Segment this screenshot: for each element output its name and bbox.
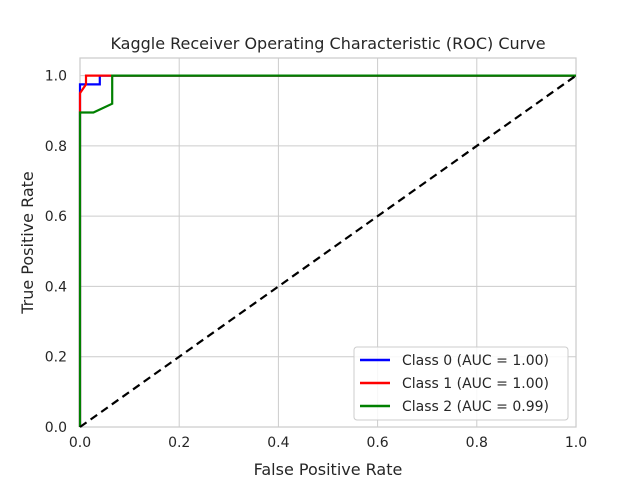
chance-line xyxy=(79,74,577,428)
y-tick-label: 0.0 xyxy=(45,420,67,436)
y-tick-label: 0.8 xyxy=(45,139,67,155)
legend-label: Class 1 (AUC = 1.00) xyxy=(402,376,549,392)
series-layer xyxy=(78,74,577,428)
roc-curve-class-2 xyxy=(78,74,576,427)
y-tick-label: 0.6 xyxy=(45,209,67,225)
y-tick-label: 1.0 xyxy=(45,69,67,85)
chart-title: Kaggle Receiver Operating Characteristic… xyxy=(110,34,545,53)
legend-label: Class 0 (AUC = 1.00) xyxy=(402,353,549,369)
legend: Class 0 (AUC = 1.00) Class 1 (AUC = 1.00)… xyxy=(353,346,569,421)
legend-label: Class 2 (AUC = 0.99) xyxy=(402,399,549,415)
y-axis-label: True Positive Rate xyxy=(18,171,37,315)
tick-labels: 0.0 0.2 0.4 0.6 0.8 1.0 0.0 0.2 0.4 0.6 0.8 1.0 xyxy=(45,69,587,451)
x-tick-label: 0.2 xyxy=(168,435,190,451)
x-tick-label: 0.8 xyxy=(466,435,488,451)
y-tick-label: 0.4 xyxy=(45,279,67,295)
x-tick-label: 0.0 xyxy=(69,435,91,451)
x-tick-label: 1.0 xyxy=(565,435,587,451)
x-tick-label: 0.4 xyxy=(267,435,289,451)
legend-box xyxy=(353,346,569,421)
x-tick-label: 0.6 xyxy=(366,435,388,451)
y-tick-label: 0.2 xyxy=(45,350,67,366)
x-axis-label: False Positive Rate xyxy=(254,460,403,479)
